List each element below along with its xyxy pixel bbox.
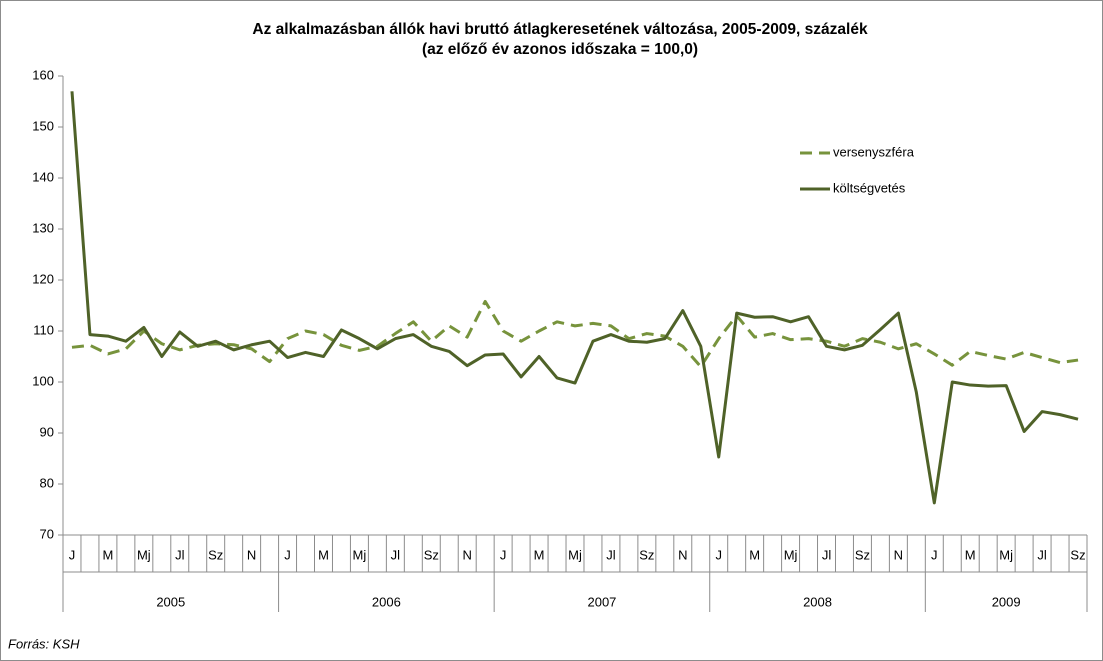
chart-title: Az alkalmazásban állók havi bruttó átlag…: [252, 21, 868, 38]
x-tick-label: M: [965, 547, 976, 562]
year-label: 2008: [803, 594, 832, 609]
year-label: 2009: [992, 594, 1021, 609]
y-tick-label: 150: [32, 118, 54, 133]
y-tick-label: 80: [40, 475, 54, 490]
x-tick-label: N: [463, 547, 472, 562]
y-tick-label: 130: [32, 220, 54, 235]
x-tick-label: N: [894, 547, 903, 562]
year-label: 2005: [156, 594, 185, 609]
x-tick-label: Jl: [391, 547, 401, 562]
y-tick-label: 110: [33, 322, 54, 337]
data-line: [71, 299, 1079, 369]
x-tick-label: J: [500, 547, 507, 562]
x-tick-label: N: [247, 547, 256, 562]
y-tick-label: 90: [40, 424, 54, 439]
x-tick-label: M: [749, 547, 760, 562]
x-tick-label: Mj: [999, 547, 1013, 562]
x-tick-label: M: [318, 547, 329, 562]
x-tick-label: Mj: [137, 547, 151, 562]
year-label: 2007: [587, 594, 616, 609]
x-tick-label: Sz: [639, 547, 654, 562]
y-tick-label: 140: [32, 169, 54, 184]
x-tick-label: Sz: [424, 547, 439, 562]
y-tick-label: 70: [40, 526, 54, 541]
x-tick-label: M: [534, 547, 545, 562]
y-tick-label: 160: [32, 67, 54, 82]
x-tick-label: Sz: [855, 547, 870, 562]
x-tick-label: Sz: [208, 547, 223, 562]
x-tick-label: Jl: [1037, 547, 1047, 562]
x-tick-label: Mj: [568, 547, 582, 562]
x-tick-label: Mj: [353, 547, 367, 562]
year-label: 2006: [372, 594, 401, 609]
y-tick-label: 100: [32, 373, 54, 388]
x-tick-label: N: [678, 547, 687, 562]
source-note: Forrás: KSH: [8, 636, 80, 651]
x-tick-label: Mj: [784, 547, 798, 562]
x-tick-label: J: [715, 547, 722, 562]
y-tick-label: 120: [32, 271, 54, 286]
chart-subtitle: (az előző év azonos időszaka = 100,0): [422, 41, 698, 58]
data-line: [70, 91, 1079, 505]
legend-label: költségvetés: [833, 180, 906, 195]
x-tick-label: J: [931, 547, 938, 562]
x-tick-label: M: [102, 547, 113, 562]
x-tick-label: Jl: [175, 547, 185, 562]
x-tick-label: J: [284, 547, 291, 562]
legend-label: versenyszféra: [833, 144, 915, 159]
x-tick-label: Jl: [606, 547, 616, 562]
x-tick-label: Sz: [1070, 547, 1085, 562]
x-tick-label: Jl: [822, 547, 832, 562]
x-tick-label: J: [69, 547, 76, 562]
